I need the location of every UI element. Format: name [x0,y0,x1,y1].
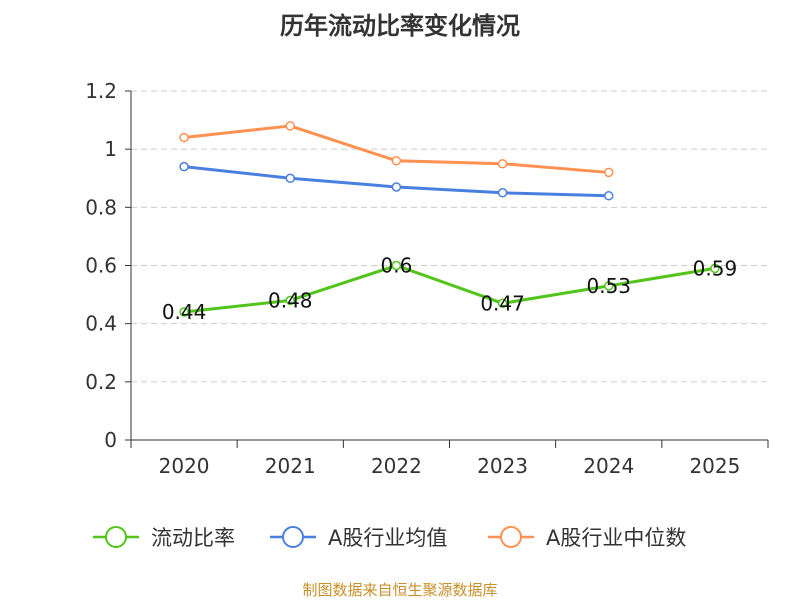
y-tick-label: 1.2 [85,79,117,103]
x-tick-label: 2021 [265,454,316,478]
data-point [285,121,295,131]
y-tick-label: 1 [104,137,117,161]
x-tick-label: 2022 [371,454,422,478]
data-point [497,298,508,309]
legend-label: A股行业中位数 [546,526,686,550]
data-point [285,173,295,183]
y-tick-label: 0.6 [85,254,117,278]
x-tick-label: 2023 [477,454,528,478]
x-tick-label: 2024 [583,454,634,478]
data-point [179,161,189,172]
x-tick-label: 2025 [689,454,740,478]
chart-title: 历年流动比率变化情况 [280,12,520,40]
legend-marker [500,526,522,548]
y-tick-label: 0 [104,428,117,452]
data-label: 0.47 [480,291,525,315]
data-point [391,182,402,192]
y-tick-label: 0.8 [85,195,117,219]
legend-marker [282,526,304,548]
data-label: 0.6 [381,254,413,278]
legend-label: 流动比率 [151,526,235,550]
data-point [391,260,402,271]
data-point [285,295,295,306]
data-label: 0.44 [162,300,207,324]
y-tick-label: 0.2 [85,370,117,394]
data-point [497,188,508,198]
legend-marker [105,526,127,548]
data-label: 0.48 [268,288,313,312]
data-point [391,156,402,166]
x-tick-label: 2020 [159,454,210,478]
data-point [179,132,189,143]
data-label: 0.53 [586,274,631,298]
data-point [604,190,614,201]
data-point [710,263,720,274]
source-note: 制图数据来自恒生聚源数据库 [302,581,498,599]
y-tick-label: 0.4 [85,312,117,336]
data-point [497,158,508,169]
data-label: 0.59 [693,256,738,280]
data-point [604,167,614,178]
data-point [179,307,189,317]
legend-label: A股行业均值 [328,526,447,550]
data-point [604,281,614,291]
series-line [183,263,716,314]
